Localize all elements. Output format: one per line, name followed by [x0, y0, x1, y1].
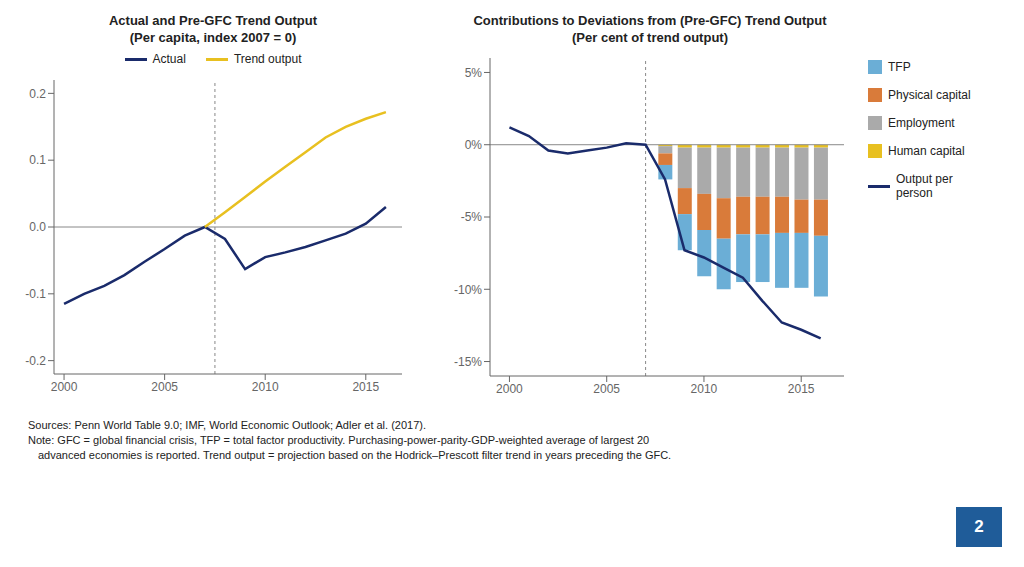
html-text:Contributions to Deviations fr: Contributions to Deviations from (Pre-GF…	[473, 13, 827, 28]
html-text:Physical capital: Physical capital	[888, 88, 971, 102]
svg-text:-15%: -15%	[454, 355, 482, 369]
svg-text:2015: 2015	[788, 382, 815, 396]
html-text:advanced economies is reported: advanced economies is reported. Trend ou…	[38, 449, 672, 461]
html-text:(Per cent of trend output): (Per cent of trend output)	[572, 30, 728, 45]
svg-text:0.1: 0.1	[29, 153, 46, 167]
svg-text:-0.1: -0.1	[25, 287, 46, 301]
html-text:Actual: Actual	[152, 52, 186, 66]
svg-text:-5%: -5%	[461, 210, 483, 224]
html-text:(Per capita, index 2007 = 0): (Per capita, index 2007 = 0)	[129, 30, 297, 45]
svg-text:2000: 2000	[496, 382, 523, 396]
html-text:person: person	[896, 186, 933, 200]
html-text:Trend output: Trend output	[233, 52, 302, 66]
svg-text:2010: 2010	[252, 380, 279, 394]
svg-text:2015: 2015	[352, 380, 379, 394]
html-text:Employment: Employment	[888, 116, 955, 130]
svg-text:2005: 2005	[151, 380, 178, 394]
html-text:Sources: Penn World Table 9.0;: Sources: Penn World Table 9.0; IMF, Worl…	[28, 419, 426, 431]
html-text:Output per: Output per	[896, 172, 953, 186]
svg-text:-0.2: -0.2	[25, 354, 46, 368]
svg-text:0.0: 0.0	[29, 220, 46, 234]
html-text:TFP: TFP	[888, 60, 911, 74]
svg-text:2010: 2010	[691, 382, 718, 396]
html-text:2: 2	[974, 517, 984, 536]
svg-text:2000: 2000	[51, 380, 78, 394]
html-text:Note: GFC = global financial c: Note: GFC = global financial crisis, TFP…	[28, 434, 650, 446]
svg-text:2005: 2005	[593, 382, 620, 396]
svg-text:0.2: 0.2	[29, 87, 46, 101]
html-text:Human capital: Human capital	[888, 144, 965, 158]
svg-text:0%: 0%	[465, 138, 483, 152]
svg-text:5%: 5%	[465, 66, 483, 80]
svg-text:-10%: -10%	[454, 283, 482, 297]
html-text:Actual and Pre-GFC Trend Outpu: Actual and Pre-GFC Trend Output	[109, 13, 317, 28]
